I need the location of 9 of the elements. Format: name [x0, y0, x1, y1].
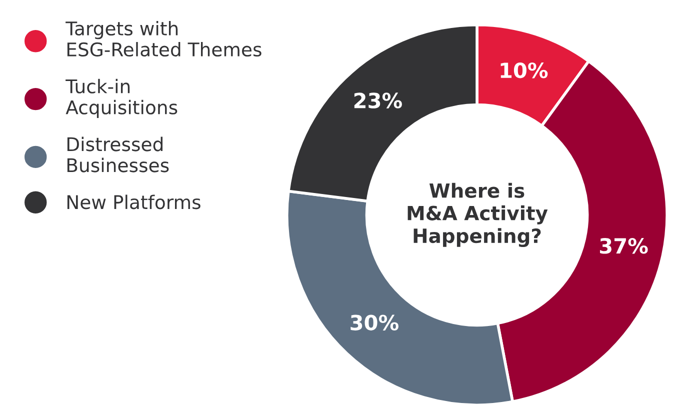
text: Where is M&A Activity Happening?	[408, 182, 548, 248]
legend-label: Tuck-in Acquisitions	[66, 78, 178, 118]
data-label: 23%	[354, 92, 402, 108]
data-label: 30%	[350, 314, 398, 330]
legend-label: Distressed Businesses	[67, 136, 169, 172]
legend-label: Targets with ESG-Related Themes	[66, 21, 262, 57]
data-label: 37%	[600, 238, 648, 254]
legend-label: New Platforms	[67, 194, 200, 210]
data-label: 10%	[500, 62, 548, 78]
